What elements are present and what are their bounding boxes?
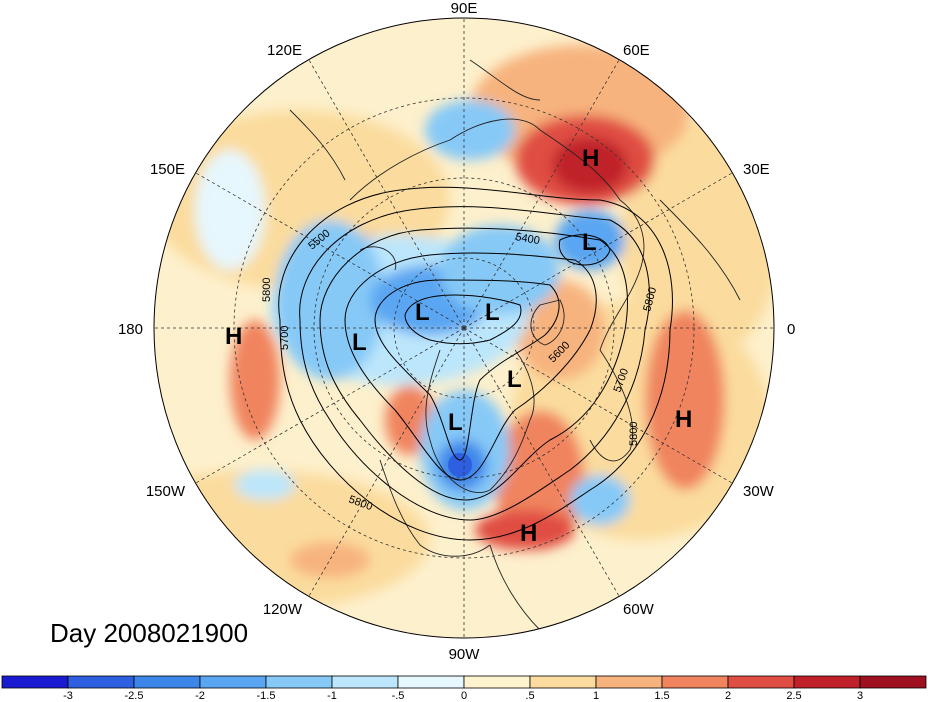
low-center-bering: L [352, 329, 367, 356]
anomaly-shading [154, 18, 774, 638]
lon-label-180: 180 [118, 321, 143, 338]
colorbar-label: 2 [725, 690, 731, 702]
lon-label-0: 0 [787, 321, 795, 338]
colorbar-cell [529, 675, 597, 689]
colorbar-cell [397, 675, 465, 689]
pressure-centers: H L L L L H L L H H [225, 145, 692, 547]
lon-label-30w: 30W [743, 483, 775, 500]
contour-label: 5700 [279, 326, 291, 350]
colorbar-label: -1.5 [257, 690, 276, 702]
longitude-labels: 90E 60E 30E 0 30W 60W 90W 120W 150W 180 … [118, 0, 795, 663]
colorbar-cell [859, 675, 927, 689]
lon-label-90w: 90W [449, 646, 481, 663]
colorbar-cell [727, 675, 795, 689]
colorbar-label: 3 [857, 690, 863, 702]
colorbar-label: .5 [525, 690, 534, 702]
high-center-caribbean: H [520, 520, 537, 547]
high-center-atlantic-east: H [675, 406, 692, 433]
contour-label: 5800 [261, 278, 273, 302]
lon-label-150w: 150W [146, 483, 186, 500]
colorbar-cell [199, 675, 267, 689]
colorbar-label: 1.5 [654, 690, 669, 702]
colorbar-label: -3 [63, 690, 73, 702]
colorbar-cell [793, 675, 861, 689]
lon-label-150e: 150E [150, 161, 185, 178]
low-center-canada: L [448, 409, 463, 436]
map-title: Day 2008021900 [50, 618, 249, 648]
colorbar-cell [661, 675, 729, 689]
colorbar-label: 1 [593, 690, 599, 702]
low-center-arctic-east: L [485, 299, 500, 326]
contour-label: 5400 [514, 231, 540, 247]
colorbar-cell [1, 675, 69, 689]
lon-label-120w: 120W [263, 601, 303, 618]
colorbar-label: -2.5 [125, 690, 144, 702]
low-center-north-atlantic-east: L [582, 229, 597, 256]
graticule [154, 18, 774, 638]
colorbar-cell [463, 675, 531, 689]
lon-label-120e: 120E [267, 42, 302, 59]
lon-label-60w: 60W [623, 601, 655, 618]
colorbar-cell [595, 675, 663, 689]
coastlines [289, 59, 741, 631]
lon-label-90e: 90E [451, 0, 478, 17]
colorbar-cell [67, 675, 135, 689]
high-center-siberia: H [582, 145, 599, 172]
colorbar-cell [265, 675, 333, 689]
low-center-hudson: L [507, 366, 522, 393]
lon-label-30e: 30E [743, 161, 770, 178]
high-center-dateline: H [225, 323, 242, 350]
low-center-arctic-west: L [415, 299, 430, 326]
lon-label-60e: 60E [623, 42, 650, 59]
colorbar: -3 -2.5 -2 -1.5 -1 -.5 0 .5 1 1.5 2 2.5 3 [1, 675, 927, 702]
colorbar-cell [331, 675, 399, 689]
map-boundary [153, 17, 775, 639]
colorbar-label: 2.5 [786, 690, 801, 702]
colorbar-label: 0 [461, 690, 467, 702]
colorbar-label: -1 [327, 690, 337, 702]
colorbar-cell [133, 675, 201, 689]
colorbar-label: -2 [195, 690, 205, 702]
colorbar-label: -.5 [392, 690, 405, 702]
contour-label: 5800 [628, 422, 640, 446]
